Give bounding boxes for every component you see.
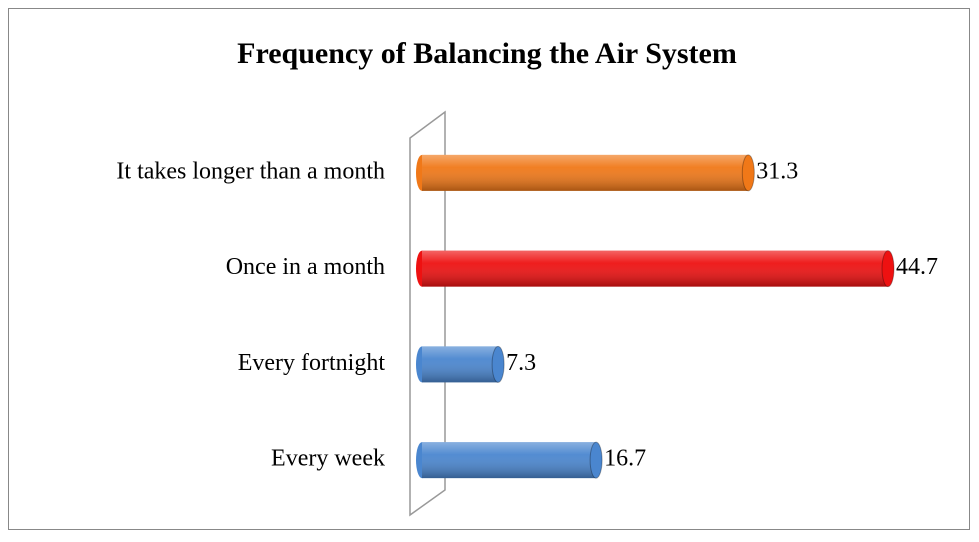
category-label: Every week: [271, 446, 385, 472]
bar-end-cap: [491, 345, 505, 383]
bar-end-cap: [589, 441, 603, 479]
bar: [416, 441, 603, 479]
value-label: 44.7: [896, 254, 938, 280]
bar: [416, 154, 755, 192]
bar-shade: [422, 442, 597, 479]
bar-shade: [422, 250, 888, 287]
back-wall: [409, 110, 446, 517]
bar-shade: [422, 154, 749, 191]
bar: [416, 250, 895, 288]
value-label: 31.3: [756, 158, 798, 184]
bar-shade: [422, 346, 499, 383]
category-label: It takes longer than a month: [116, 158, 385, 184]
bar-end-cap: [881, 250, 895, 288]
bar-end-cap: [741, 154, 755, 192]
category-label: Every fortnight: [238, 350, 386, 376]
bar: [416, 345, 505, 383]
chart-title: Frequency of Balancing the Air System: [237, 37, 737, 70]
category-label: Once in a month: [226, 254, 385, 280]
value-label: 16.7: [604, 446, 646, 472]
value-label: 7.3: [506, 350, 536, 376]
